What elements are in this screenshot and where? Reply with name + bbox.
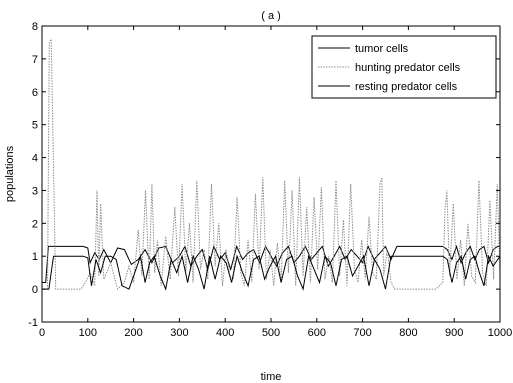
- y-tick-label: 7: [32, 54, 38, 66]
- y-tick-label: 1: [32, 251, 38, 263]
- y-tick-label: -1: [28, 317, 38, 329]
- x-tick-label: 300: [170, 327, 188, 339]
- x-axis-ticks: 0 100 200 300 400 500 600 700 800 900 1000: [39, 26, 512, 339]
- legend-label: tumor cells: [355, 43, 409, 55]
- legend: tumor cells hunting predator cells resting…: [311, 35, 497, 99]
- chart-title: ( a ): [261, 10, 281, 22]
- y-tick-label: 6: [32, 87, 38, 99]
- x-tick-label: 900: [445, 327, 463, 339]
- series-line-hunting-predator-cells: [42, 37, 500, 291]
- series-line-tumor-cells: [42, 244, 500, 283]
- x-tick-label: 800: [399, 327, 417, 339]
- y-tick-label: 8: [32, 21, 38, 33]
- x-tick-label: 400: [216, 327, 234, 339]
- x-tick-label: 0: [39, 327, 45, 339]
- x-tick-label: 500: [262, 327, 280, 339]
- y-tick-label: 2: [32, 218, 38, 230]
- x-tick-label: 100: [79, 327, 97, 339]
- y-axis-label: populations: [4, 145, 16, 202]
- y-tick-label: 4: [32, 153, 38, 165]
- y-tick-label: 0: [32, 284, 38, 296]
- y-tick-label: 3: [32, 185, 38, 197]
- x-axis-label: time: [261, 371, 282, 383]
- series-line-resting-predator-cells: [42, 254, 500, 291]
- x-tick-label: 600: [308, 327, 326, 339]
- y-tick-label: 5: [32, 120, 38, 132]
- legend-label: hunting predator cells: [355, 62, 461, 74]
- x-tick-label: 200: [124, 327, 142, 339]
- y-axis-ticks: -1 0 1 2 3 4 5 6 7 8: [28, 21, 500, 329]
- x-tick-label: 700: [353, 327, 371, 339]
- series-layer: [42, 37, 500, 291]
- x-tick-label: 1000: [488, 327, 512, 339]
- legend-label: resting predator cells: [355, 81, 458, 93]
